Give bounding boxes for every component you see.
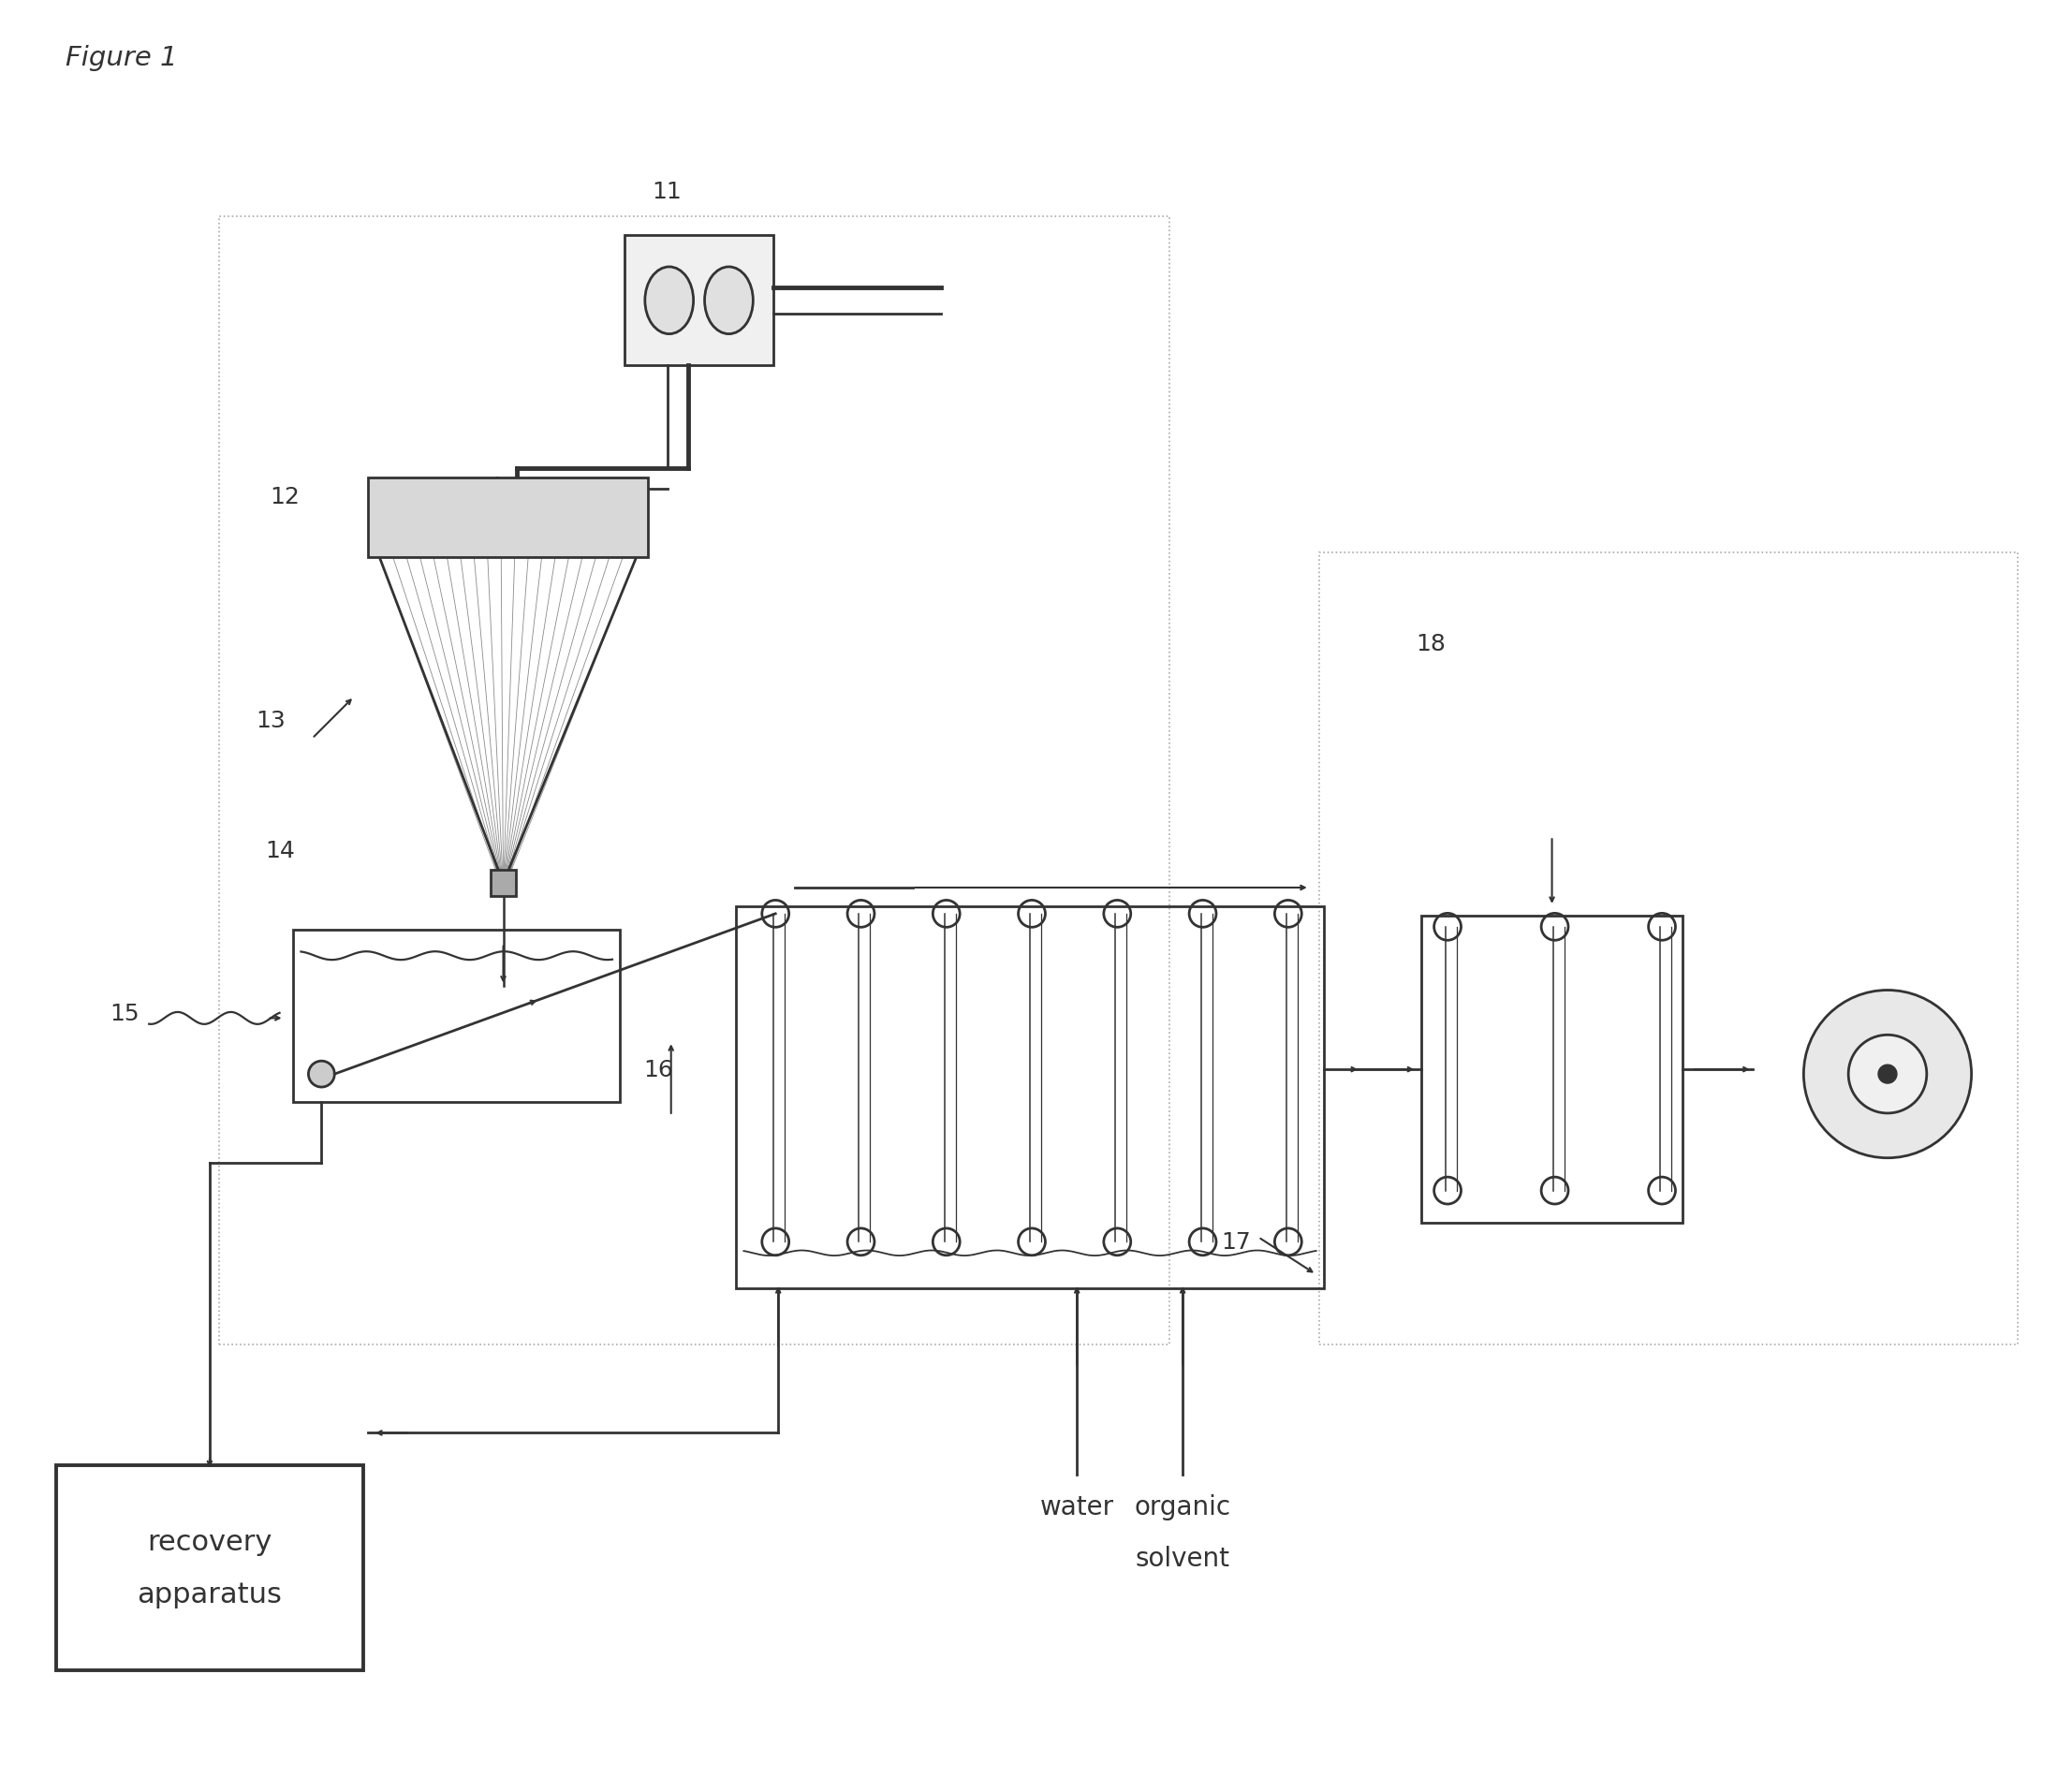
Circle shape xyxy=(309,1061,334,1088)
Text: apparatus: apparatus xyxy=(137,1582,282,1608)
Bar xyxy=(220,217,1171,1345)
Bar xyxy=(736,906,1324,1288)
Text: recovery: recovery xyxy=(147,1528,271,1555)
Text: 11: 11 xyxy=(651,181,682,203)
Circle shape xyxy=(1803,990,1970,1159)
Circle shape xyxy=(1877,1064,1896,1084)
Circle shape xyxy=(1848,1036,1927,1114)
Bar xyxy=(624,236,773,366)
Text: organic: organic xyxy=(1133,1494,1231,1519)
Text: 13: 13 xyxy=(257,709,286,732)
Bar xyxy=(1421,915,1682,1223)
Text: 14: 14 xyxy=(265,839,296,862)
Bar xyxy=(369,478,649,558)
Text: 15: 15 xyxy=(110,1002,139,1025)
Ellipse shape xyxy=(704,268,752,334)
Bar xyxy=(1320,553,2018,1345)
Bar xyxy=(294,929,620,1102)
Text: 18: 18 xyxy=(1415,633,1446,656)
Text: 12: 12 xyxy=(269,485,300,508)
Ellipse shape xyxy=(644,268,694,334)
Bar xyxy=(56,1466,363,1670)
Text: 16: 16 xyxy=(642,1059,673,1080)
Text: water: water xyxy=(1040,1494,1115,1519)
Text: solvent: solvent xyxy=(1135,1544,1231,1571)
Text: 17: 17 xyxy=(1220,1231,1251,1253)
Text: Figure 1: Figure 1 xyxy=(64,44,176,71)
Bar xyxy=(491,871,516,896)
